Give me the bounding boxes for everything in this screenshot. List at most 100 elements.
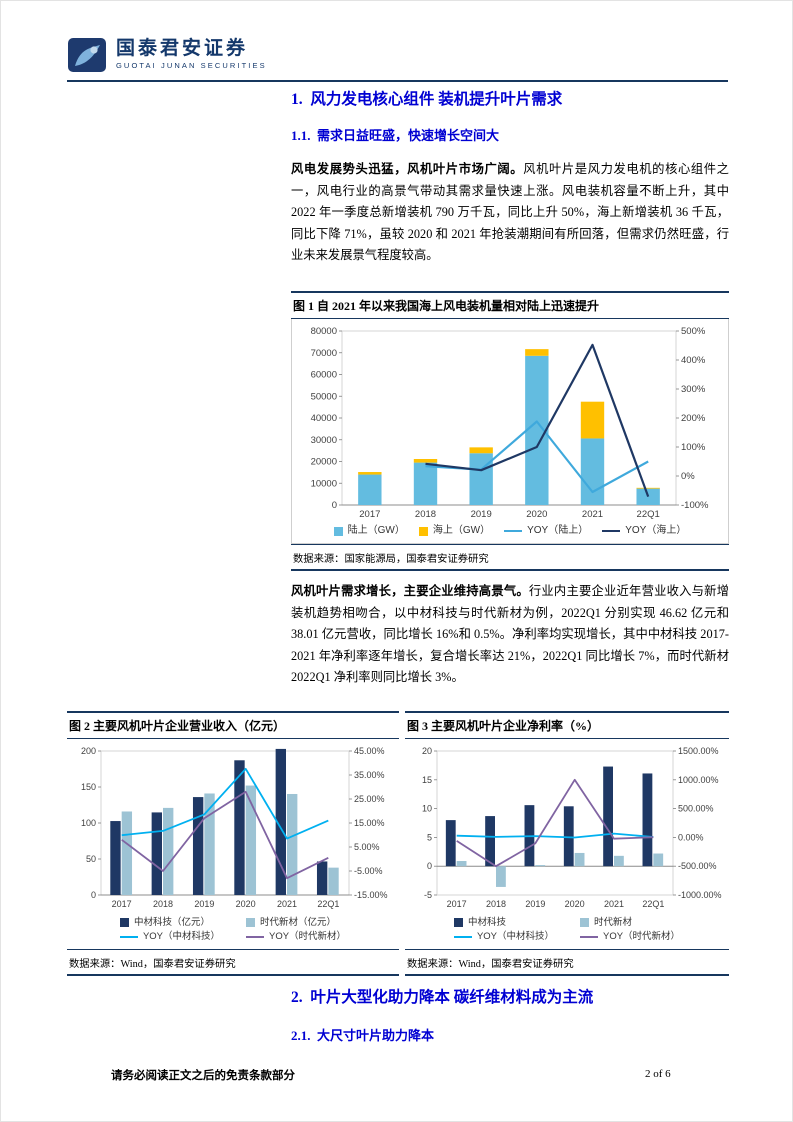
svg-text:300%: 300%	[681, 384, 706, 395]
net-margin-chart: -5 0 5 10 15 20 -1000.00% -500.00% 0.00% 500.00% 1…	[409, 745, 725, 913]
section-2-1-title: 2.1. 大尺寸叶片助力降本	[291, 1028, 435, 1043]
legend-label: YOY（中材科技）	[142, 931, 220, 943]
header-divider	[67, 80, 728, 82]
figure-3-source: 数据来源：Wind，国泰君安证券研究	[405, 948, 729, 976]
legend-item: YOY（时代新材）	[580, 931, 680, 942]
legend-line-icon	[602, 529, 621, 533]
legend-line-icon	[246, 935, 264, 939]
svg-text:35.00%: 35.00%	[354, 770, 385, 780]
legend-item: 中材科技	[453, 917, 554, 928]
legend-swatch-icon	[246, 918, 255, 928]
svg-text:2020: 2020	[236, 899, 256, 909]
figure-1-title: 图 1 自 2021 年以来我国海上风电装机量相对陆上迅速提升	[291, 291, 729, 319]
svg-text:-5.00%: -5.00%	[354, 866, 383, 876]
brand-logo-icon	[67, 37, 107, 73]
paragraph-1: 风电发展势头迅猛，风机叶片市场广阔。风机叶片是风力发电机的核心组件之一，风电行业…	[291, 159, 729, 267]
legend-label: 时代新材	[594, 917, 633, 928]
legend-item: 时代新材（亿元）	[246, 917, 346, 928]
svg-text:1500.00%: 1500.00%	[678, 746, 719, 756]
svg-text:2017: 2017	[112, 899, 132, 909]
legend-label: YOY（中材科技）	[476, 931, 554, 943]
svg-text:70000: 70000	[311, 348, 337, 359]
svg-text:5: 5	[427, 832, 432, 842]
legend-swatch-icon	[418, 526, 428, 536]
svg-text:0.00%: 0.00%	[678, 832, 704, 842]
figure-3-title: 图 3 主要风机叶片企业净利率（%）	[405, 711, 729, 739]
svg-text:2020: 2020	[526, 509, 547, 520]
svg-text:2019: 2019	[525, 899, 545, 909]
paragraph-1-body: 风机叶片是风力发电机的核心组件之一，风电行业的高景气带动其需求量快速上涨。风电装…	[291, 162, 729, 262]
installed-capacity-chart: 0 10000 20000 30000 40000 50000 60000 70000 8000…	[296, 325, 724, 523]
figure-1-source: 数据来源：国家能源局，国泰君安证券研究	[291, 544, 729, 571]
svg-text:100%: 100%	[681, 442, 706, 453]
legend-item: YOY（陆上）	[504, 525, 588, 537]
svg-text:5.00%: 5.00%	[354, 842, 380, 852]
legend-line-icon	[580, 935, 598, 939]
report-header: 国泰君安证券 GUOTAI JUNAN SECURITIES	[67, 37, 267, 73]
legend-label: YOY（时代新材）	[603, 931, 681, 943]
legend-swatch-icon	[580, 918, 589, 928]
legend-line-icon	[453, 935, 472, 939]
legend-swatch-icon	[333, 526, 343, 536]
footer-disclaimer: 请务必阅读正文之后的免责条款部分	[111, 1070, 295, 1082]
svg-text:30000: 30000	[311, 435, 337, 446]
figure-1-chart-box: 0 10000 20000 30000 40000 50000 60000 70000 8000…	[291, 319, 729, 544]
footer-page-number: 2 of 6	[645, 1068, 671, 1080]
svg-text:50000: 50000	[311, 391, 337, 402]
svg-text:60000: 60000	[311, 370, 337, 381]
svg-text:2017: 2017	[447, 899, 467, 909]
paragraph-2-body: 行业内主要企业近年营业收入与新增装机趋势相吻合，以中材科技与时代新材为例，202…	[291, 584, 729, 684]
legend-item: YOY（中材科技）	[119, 931, 220, 943]
legend-item: YOY（海上）	[602, 525, 686, 537]
svg-text:22Q1: 22Q1	[317, 899, 339, 909]
svg-text:25.00%: 25.00%	[354, 794, 385, 804]
revenue-chart: 0 50 100 150 200 -15.00% -5.00% 5.00% 15.00% 25.0…	[71, 745, 395, 913]
svg-text:80000: 80000	[311, 326, 337, 337]
legend-label: 海上（GW）	[432, 525, 491, 536]
svg-text:-1000.00%: -1000.00%	[678, 890, 722, 900]
svg-text:10: 10	[422, 804, 432, 814]
legend-item: 中材科技（亿元）	[119, 917, 220, 928]
svg-text:22Q1: 22Q1	[642, 899, 664, 909]
svg-text:40000: 40000	[311, 413, 337, 424]
legend-item: YOY（中材科技）	[453, 931, 554, 943]
legend-swatch-icon	[453, 918, 463, 928]
svg-text:0: 0	[91, 890, 96, 900]
legend-label: 陆上（GW）	[347, 525, 405, 536]
svg-text:150: 150	[81, 782, 96, 792]
svg-text:2021: 2021	[604, 899, 624, 909]
svg-text:22Q1: 22Q1	[637, 509, 660, 520]
figure-1: 图 1 自 2021 年以来我国海上风电装机量相对陆上迅速提升 0 10000 20…	[291, 291, 729, 571]
figure-3-chart-box: -5 0 5 10 15 20 -1000.00% -500.00% 0.00% 500.00% 1…	[405, 739, 729, 949]
paragraph-2-lead: 风机叶片需求增长，主要企业维持高景气。	[291, 584, 529, 598]
section-1-title: 1. 风力发电核心组件 装机提升叶片需求	[291, 91, 563, 108]
svg-text:2019: 2019	[471, 509, 492, 520]
svg-text:100: 100	[81, 818, 96, 828]
figure-2-chart-box: 0 50 100 150 200 -15.00% -5.00% 5.00% 15.00% 25.0…	[67, 739, 399, 949]
svg-text:400%: 400%	[681, 355, 706, 366]
figure-2-source: 数据来源：Wind，国泰君安证券研究	[67, 948, 399, 976]
svg-text:2021: 2021	[582, 509, 603, 520]
svg-text:1000.00%: 1000.00%	[678, 775, 719, 785]
figure-1-legend: 陆上（GW） 海上（GW） YOY（陆上） YOY（海上）	[296, 525, 724, 537]
legend-item: 陆上（GW）	[333, 525, 405, 537]
svg-text:2018: 2018	[486, 899, 506, 909]
section-1-1-title: 1.1. 需求日益旺盛，快速增长空间大	[291, 128, 500, 143]
svg-text:500%: 500%	[681, 326, 706, 337]
svg-text:15: 15	[422, 775, 432, 785]
svg-text:20000: 20000	[311, 457, 337, 468]
svg-text:0%: 0%	[681, 471, 695, 482]
legend-line-icon	[119, 935, 138, 939]
svg-text:10000: 10000	[311, 478, 337, 489]
svg-text:-5: -5	[424, 890, 432, 900]
svg-text:200: 200	[81, 746, 96, 756]
legend-label: YOY（时代新材）	[269, 931, 347, 943]
svg-text:-100%: -100%	[681, 500, 709, 511]
legend-item: 时代新材	[580, 917, 680, 928]
svg-text:500.00%: 500.00%	[678, 804, 714, 814]
paragraph-2: 风机叶片需求增长，主要企业维持高景气。行业内主要企业近年营业收入与新增装机趋势相…	[291, 581, 729, 689]
svg-text:2019: 2019	[194, 899, 214, 909]
svg-text:2017: 2017	[359, 509, 380, 520]
svg-text:15.00%: 15.00%	[354, 818, 385, 828]
